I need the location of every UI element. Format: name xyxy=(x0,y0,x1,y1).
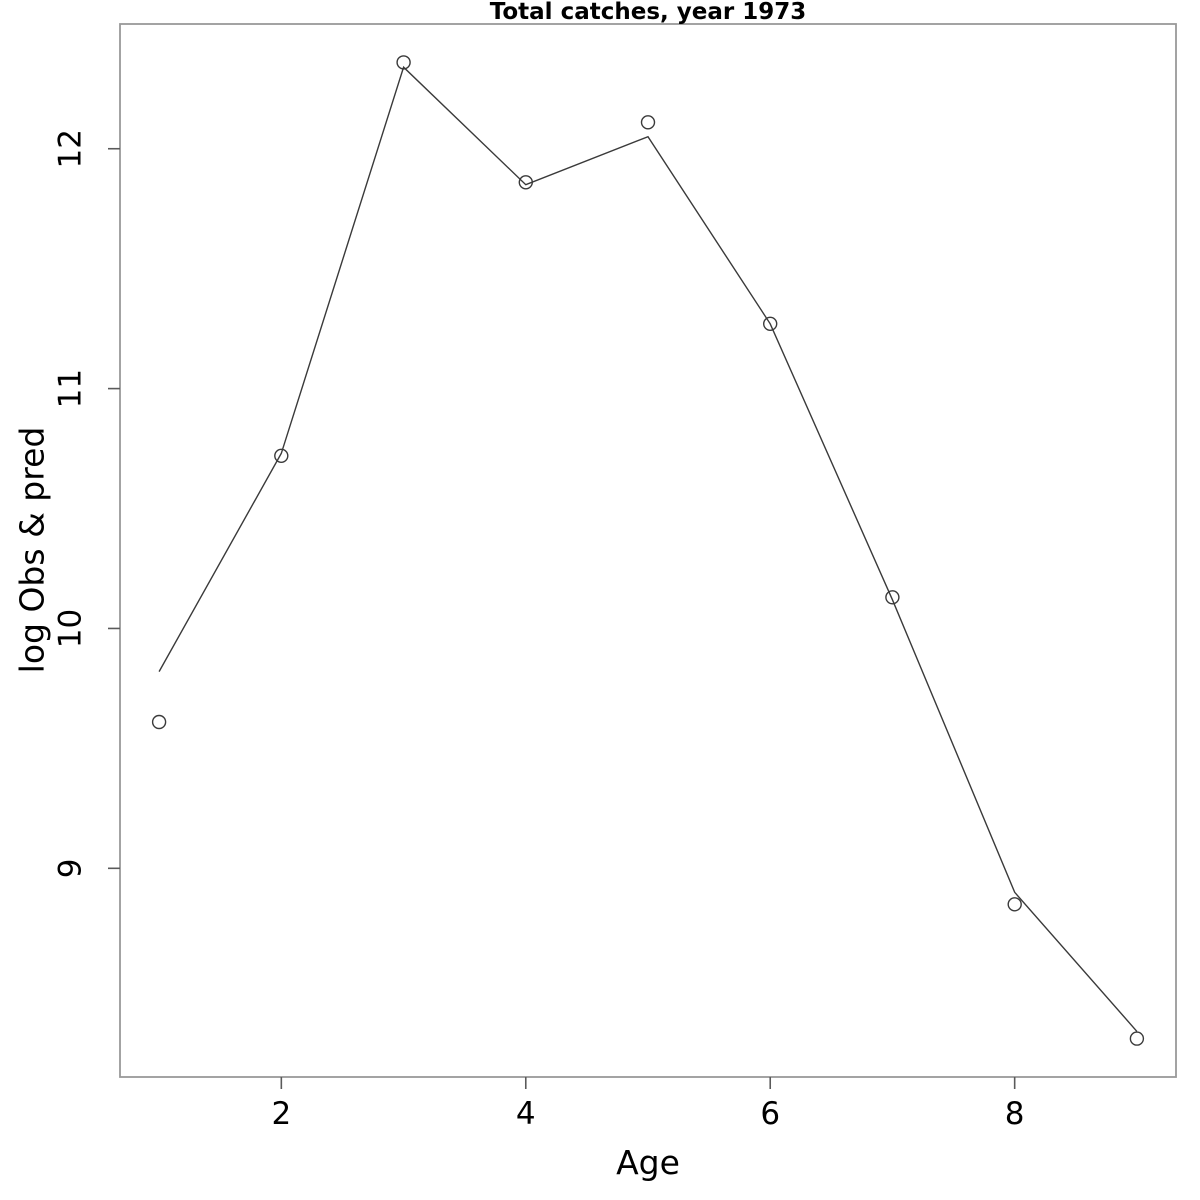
y-axis-tick-label: 9 xyxy=(53,858,89,878)
x-axis-tick-label: 4 xyxy=(516,1096,536,1132)
observed-data-point xyxy=(274,448,289,463)
chart-title: Total catches, year 1973 xyxy=(489,0,807,25)
prediction-line xyxy=(158,65,1138,1032)
x-axis-tick-label: 8 xyxy=(1005,1096,1025,1132)
observed-data-point xyxy=(885,590,900,605)
observed-data-point xyxy=(640,115,656,130)
observed-data-point xyxy=(1129,1031,1145,1046)
plot-border xyxy=(119,23,1177,1078)
observed-data-point xyxy=(763,316,778,331)
x-axis-tick-label: 6 xyxy=(760,1096,780,1132)
observed-data-point xyxy=(151,714,167,730)
y-axis-label: log Obs & pred xyxy=(12,426,52,674)
y-axis-tick-label: 10 xyxy=(53,609,89,648)
x-axis-label: Age xyxy=(616,1143,680,1182)
y-axis-tick-label: 12 xyxy=(53,129,89,168)
y-axis-tick-label: 11 xyxy=(53,369,89,408)
x-axis-tick-label: 2 xyxy=(271,1096,291,1132)
observed-data-point xyxy=(1007,897,1022,912)
